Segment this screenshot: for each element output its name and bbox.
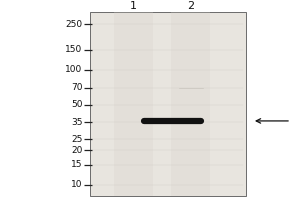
Bar <box>171 12 210 196</box>
Text: 150: 150 <box>65 45 83 54</box>
Text: 2: 2 <box>187 1 194 11</box>
Bar <box>90 12 246 196</box>
Text: 10: 10 <box>71 180 82 189</box>
Text: 20: 20 <box>71 146 82 155</box>
Text: 25: 25 <box>71 135 82 144</box>
Text: 100: 100 <box>65 65 83 74</box>
Bar <box>114 12 153 196</box>
Text: 15: 15 <box>71 160 82 169</box>
Text: 250: 250 <box>65 20 83 29</box>
Text: 1: 1 <box>130 1 137 11</box>
Text: 50: 50 <box>71 100 82 109</box>
Text: 70: 70 <box>71 83 82 92</box>
Text: 35: 35 <box>71 118 82 127</box>
